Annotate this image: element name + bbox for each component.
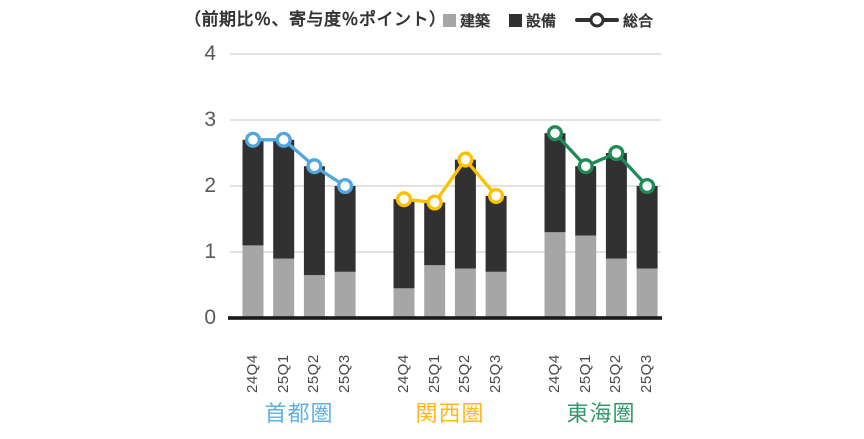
bar-construction-東海圏-25Q1 [575, 235, 597, 318]
x-tick-label-首都圏-25Q1: 25Q1 [274, 354, 292, 393]
x-tick-label-東海圏-25Q1: 25Q1 [576, 354, 594, 393]
x-axis-baseline [228, 316, 662, 320]
bar-construction-首都圏-25Q2 [303, 275, 325, 318]
total-marker-関西圏-25Q2 [457, 151, 474, 168]
total-marker-首都圏-24Q4 [244, 131, 262, 148]
bar-equipment-首都圏-25Q1 [273, 139, 295, 259]
total-marker-東海圏-25Q3 [639, 177, 656, 195]
bar-equipment-東海圏-25Q1 [575, 166, 597, 236]
legend-item-equipment: 設備 [509, 10, 556, 31]
bar-construction-首都圏-25Q1 [273, 258, 295, 318]
x-tick-label-首都圏-24Q4: 24Q4 [244, 354, 261, 393]
x-tick-label-関西圏-25Q1: 25Q1 [425, 354, 443, 393]
y-tick-label-4: 4 [204, 42, 216, 65]
group-label-首都圏: 首都圏 [264, 401, 334, 426]
bar-equipment-首都圏-25Q2 [303, 166, 325, 276]
bar-equipment-関西圏-25Q1 [424, 202, 446, 266]
bar-equipment-東海圏-25Q3 [636, 186, 658, 269]
total-marker-東海圏-25Q1 [577, 158, 594, 175]
total-marker-関西圏-25Q1 [426, 194, 443, 211]
legend-label-construction: 建築 [460, 12, 491, 30]
x-tick-label-首都圏-25Q3: 25Q3 [336, 354, 354, 393]
total-marker-関西圏-25Q3 [488, 187, 505, 204]
legend-item-construction: 建築 [443, 10, 490, 31]
equipment-swatch-icon [509, 13, 523, 27]
y-tick-label-0: 0 [204, 306, 216, 329]
bar-construction-東海圏-24Q4 [544, 232, 566, 318]
bar-construction-関西圏-24Q4 [393, 288, 415, 318]
bar-equipment-首都圏-24Q4 [242, 139, 264, 246]
chart-title: （前期比％、寄与度％ポイント） [184, 10, 447, 29]
legend-item-total: 総合 [575, 10, 653, 31]
total-marker-首都圏-25Q3 [337, 177, 354, 195]
legend-label-total: 総合 [623, 12, 654, 30]
bar-construction-関西圏-25Q3 [485, 271, 507, 318]
x-tick-label-東海圏-25Q3: 25Q3 [638, 354, 656, 393]
y-tick-label-1: 1 [204, 240, 216, 263]
total-line-marker-icon [575, 12, 620, 28]
bar-equipment-首都圏-25Q3 [334, 186, 356, 272]
bar-equipment-東海圏-24Q4 [544, 133, 566, 233]
legend: 建築 設備 総合 [443, 9, 653, 31]
bar-construction-関西圏-25Q1 [424, 265, 446, 318]
total-marker-東海圏-24Q4 [546, 125, 564, 142]
y-tick-label-3: 3 [204, 108, 216, 131]
total-marker-首都圏-25Q2 [306, 158, 323, 175]
bar-equipment-関西圏-25Q2 [454, 159, 476, 269]
total-marker-東海圏-25Q2 [608, 144, 625, 162]
x-tick-label-関西圏-25Q2: 25Q2 [456, 354, 474, 393]
y-tick-label-2: 2 [204, 174, 216, 197]
total-line-関西圏 [403, 157, 498, 205]
construction-swatch-icon [443, 13, 456, 27]
bar-construction-東海圏-25Q2 [605, 258, 627, 318]
group-label-関西圏: 関西圏 [415, 401, 485, 426]
x-tick-label-関西圏-25Q3: 25Q3 [487, 354, 505, 393]
x-tick-label-首都圏-25Q2: 25Q2 [305, 354, 323, 393]
bar-construction-首都圏-25Q3 [334, 271, 356, 318]
legend-circle [589, 12, 605, 28]
x-tick-label-関西圏-24Q4: 24Q4 [395, 354, 412, 393]
bar-equipment-関西圏-25Q3 [485, 195, 507, 272]
bar-construction-東海圏-25Q3 [636, 268, 658, 318]
bar-construction-首都圏-24Q4 [242, 245, 264, 318]
x-tick-label-東海圏-25Q2: 25Q2 [607, 354, 625, 393]
bar-equipment-関西圏-24Q4 [393, 199, 415, 289]
total-line-首都圏 [253, 138, 346, 188]
legend-label-equipment: 設備 [526, 12, 557, 30]
total-marker-関西圏-24Q4 [395, 191, 413, 208]
total-marker-首都圏-25Q1 [275, 131, 292, 148]
x-tick-label-東海圏-24Q4: 24Q4 [546, 354, 563, 393]
bar-equipment-東海圏-25Q2 [605, 153, 627, 259]
group-label-東海圏: 東海圏 [566, 401, 636, 426]
bar-construction-関西圏-25Q2 [454, 268, 476, 318]
total-line-東海圏 [553, 132, 649, 188]
